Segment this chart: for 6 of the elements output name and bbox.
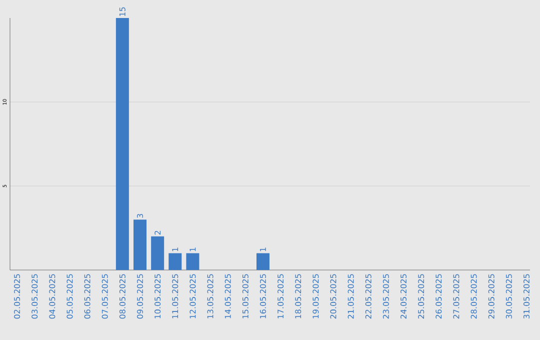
bar bbox=[186, 253, 200, 270]
bar bbox=[134, 220, 146, 270]
bar bbox=[151, 236, 164, 270]
bar bbox=[256, 253, 270, 270]
bar bbox=[116, 18, 129, 270]
bar bbox=[168, 253, 182, 270]
